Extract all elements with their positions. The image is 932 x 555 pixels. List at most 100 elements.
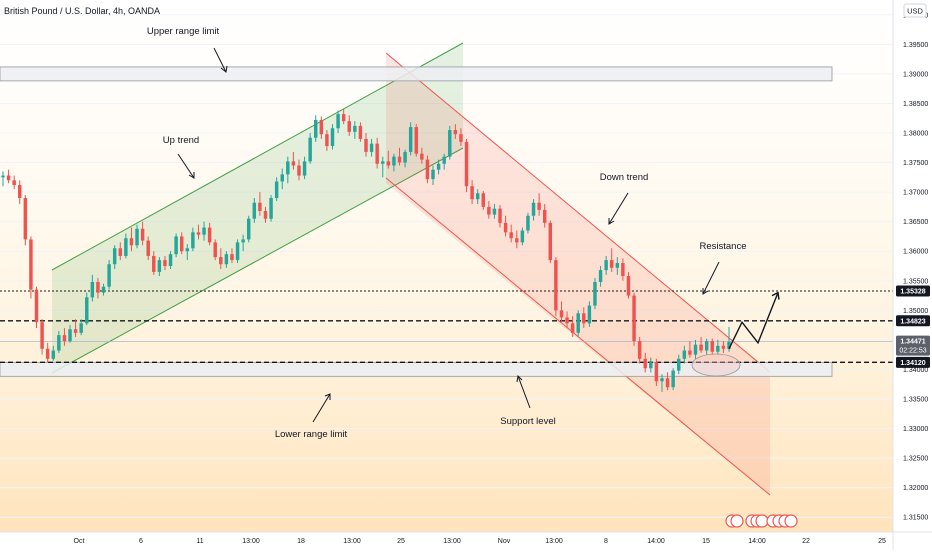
candle-body bbox=[79, 323, 83, 333]
candle-body bbox=[582, 313, 586, 324]
y-tick-label: 1.32500 bbox=[903, 456, 928, 463]
x-tick-label: 25 bbox=[878, 538, 886, 545]
x-tick-label: 13:00 bbox=[545, 538, 563, 545]
y-tick-label: 1.37500 bbox=[903, 160, 928, 167]
candle-body bbox=[330, 128, 335, 147]
down-channel-upper-line bbox=[385, 52, 771, 373]
down-trend-arrow-head bbox=[608, 218, 615, 225]
candle-body bbox=[420, 153, 424, 160]
lower-range-arrow-head bbox=[324, 393, 331, 400]
candle-body bbox=[140, 228, 145, 241]
candle-body bbox=[682, 350, 687, 359]
candle-body bbox=[542, 209, 547, 223]
candle-body bbox=[6, 175, 11, 181]
upper-range-box[interactable] bbox=[0, 66, 833, 82]
candle-body bbox=[258, 202, 262, 212]
candle-body bbox=[386, 161, 391, 166]
resistance-level-tag[interactable] bbox=[896, 285, 930, 297]
y-tick-label: 1.37000 bbox=[903, 190, 928, 197]
x-tick-label: 13:00 bbox=[443, 538, 461, 545]
candle-body bbox=[487, 206, 491, 215]
candle-body bbox=[593, 281, 597, 306]
y-tick-label: 1.35500 bbox=[903, 278, 928, 285]
y-tick-label: 1.38500 bbox=[903, 101, 928, 108]
candle-body bbox=[716, 345, 720, 352]
projection-path[interactable] bbox=[728, 292, 779, 350]
candle-body bbox=[704, 341, 709, 351]
candle-body bbox=[107, 264, 111, 287]
candle-body bbox=[135, 228, 139, 246]
candle-body bbox=[45, 348, 50, 359]
candle-body bbox=[73, 329, 78, 333]
candle-body bbox=[90, 281, 95, 298]
y-tick-label: 1.39500 bbox=[903, 42, 928, 49]
support-level-value: 1.34120 bbox=[900, 360, 925, 367]
candle-body bbox=[235, 242, 240, 261]
candle-body bbox=[85, 297, 89, 324]
candle-body bbox=[392, 156, 396, 166]
x-axis[interactable]: Oct 6 11 13:00 18 13:00 25 13:00 Nov 13:00 8 14:00 1… bbox=[74, 538, 886, 545]
candle-body bbox=[163, 260, 167, 266]
overlay bbox=[691, 291, 780, 377]
candle-body bbox=[431, 169, 435, 180]
candle-body bbox=[230, 254, 234, 261]
annotation-arrows bbox=[177, 47, 720, 423]
candle-body bbox=[615, 263, 620, 268]
candle-body bbox=[191, 232, 195, 249]
candle-body bbox=[677, 358, 681, 371]
candle-body bbox=[29, 239, 33, 290]
candle-body bbox=[403, 151, 407, 163]
x-tick-label: 22 bbox=[802, 538, 810, 545]
resistance-level-value: 1.35328 bbox=[900, 288, 925, 295]
consolidation-ellipse[interactable] bbox=[691, 353, 741, 377]
candle-body bbox=[531, 202, 536, 216]
x-tick-label: 11 bbox=[196, 538, 203, 545]
candle-body bbox=[202, 227, 206, 235]
horizontal-lines bbox=[0, 290, 893, 364]
down-trend-label: Down trend bbox=[600, 172, 649, 183]
candle-body bbox=[442, 156, 446, 164]
y-axis[interactable]: 1.31500 1.32000 1.32500 1.33000 1.33500 1.340… bbox=[903, 12, 928, 521]
candle-body bbox=[425, 159, 430, 180]
event-badges[interactable] bbox=[725, 514, 798, 528]
candle-body bbox=[537, 202, 541, 210]
candle-body bbox=[693, 344, 698, 355]
candle-body bbox=[408, 127, 413, 152]
candle-body bbox=[587, 305, 592, 324]
candle-body bbox=[515, 238, 519, 243]
current-price-tag[interactable] bbox=[896, 335, 930, 356]
upper-range-arrow bbox=[213, 47, 227, 73]
range-boxes bbox=[0, 66, 833, 377]
candle-body bbox=[118, 248, 123, 256]
candle-body bbox=[286, 161, 290, 175]
support-level-tag[interactable] bbox=[896, 356, 930, 368]
candle-body bbox=[626, 276, 631, 296]
candle-body bbox=[146, 240, 150, 256]
candle-body bbox=[643, 358, 647, 369]
candle-body bbox=[207, 227, 212, 243]
candle-body bbox=[1, 175, 5, 178]
candle-body bbox=[291, 161, 296, 166]
y-tick-label: 1.32000 bbox=[903, 485, 928, 492]
resistance-arrow bbox=[702, 261, 720, 295]
candle-body bbox=[665, 378, 670, 388]
candle-body bbox=[129, 238, 134, 246]
currency-badge[interactable] bbox=[903, 3, 927, 18]
support-arrow bbox=[517, 375, 531, 409]
candle-body bbox=[453, 130, 458, 135]
candle-body bbox=[621, 263, 625, 277]
candle-body bbox=[314, 119, 318, 138]
lower-range-arrow bbox=[312, 393, 331, 423]
candle-body bbox=[721, 345, 726, 349]
candle-body bbox=[51, 350, 55, 359]
candle-body bbox=[263, 211, 268, 219]
x-tick-label: Nov bbox=[498, 538, 511, 545]
mid-level-tag[interactable] bbox=[896, 315, 930, 327]
candle-body bbox=[336, 114, 340, 129]
currency-label: USD bbox=[907, 7, 923, 16]
x-tick-label: Oct bbox=[74, 538, 85, 545]
candle-body bbox=[196, 232, 201, 235]
resistance-label: Resistance bbox=[700, 241, 747, 252]
candle-body bbox=[570, 323, 575, 333]
